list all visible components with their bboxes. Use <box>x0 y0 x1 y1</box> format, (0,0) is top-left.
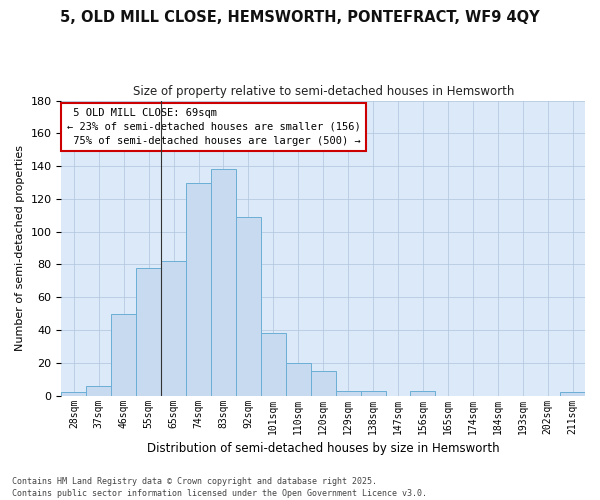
Title: Size of property relative to semi-detached houses in Hemsworth: Size of property relative to semi-detach… <box>133 85 514 98</box>
Bar <box>261 334 286 396</box>
Bar <box>560 392 585 396</box>
Bar <box>335 390 361 396</box>
Bar <box>111 314 136 396</box>
Bar <box>186 182 211 396</box>
X-axis label: Distribution of semi-detached houses by size in Hemsworth: Distribution of semi-detached houses by … <box>147 442 500 455</box>
Bar <box>61 392 86 396</box>
Bar <box>161 261 186 396</box>
Text: Contains HM Land Registry data © Crown copyright and database right 2025.
Contai: Contains HM Land Registry data © Crown c… <box>12 476 427 498</box>
Bar <box>211 170 236 396</box>
Bar <box>286 363 311 396</box>
Bar <box>86 386 111 396</box>
Bar <box>410 390 436 396</box>
Y-axis label: Number of semi-detached properties: Number of semi-detached properties <box>15 145 25 351</box>
Bar <box>236 217 261 396</box>
Bar <box>136 268 161 396</box>
Text: 5 OLD MILL CLOSE: 69sqm
← 23% of semi-detached houses are smaller (156)
 75% of : 5 OLD MILL CLOSE: 69sqm ← 23% of semi-de… <box>67 108 361 146</box>
Bar <box>361 390 386 396</box>
Text: 5, OLD MILL CLOSE, HEMSWORTH, PONTEFRACT, WF9 4QY: 5, OLD MILL CLOSE, HEMSWORTH, PONTEFRACT… <box>60 10 540 25</box>
Bar <box>311 371 335 396</box>
